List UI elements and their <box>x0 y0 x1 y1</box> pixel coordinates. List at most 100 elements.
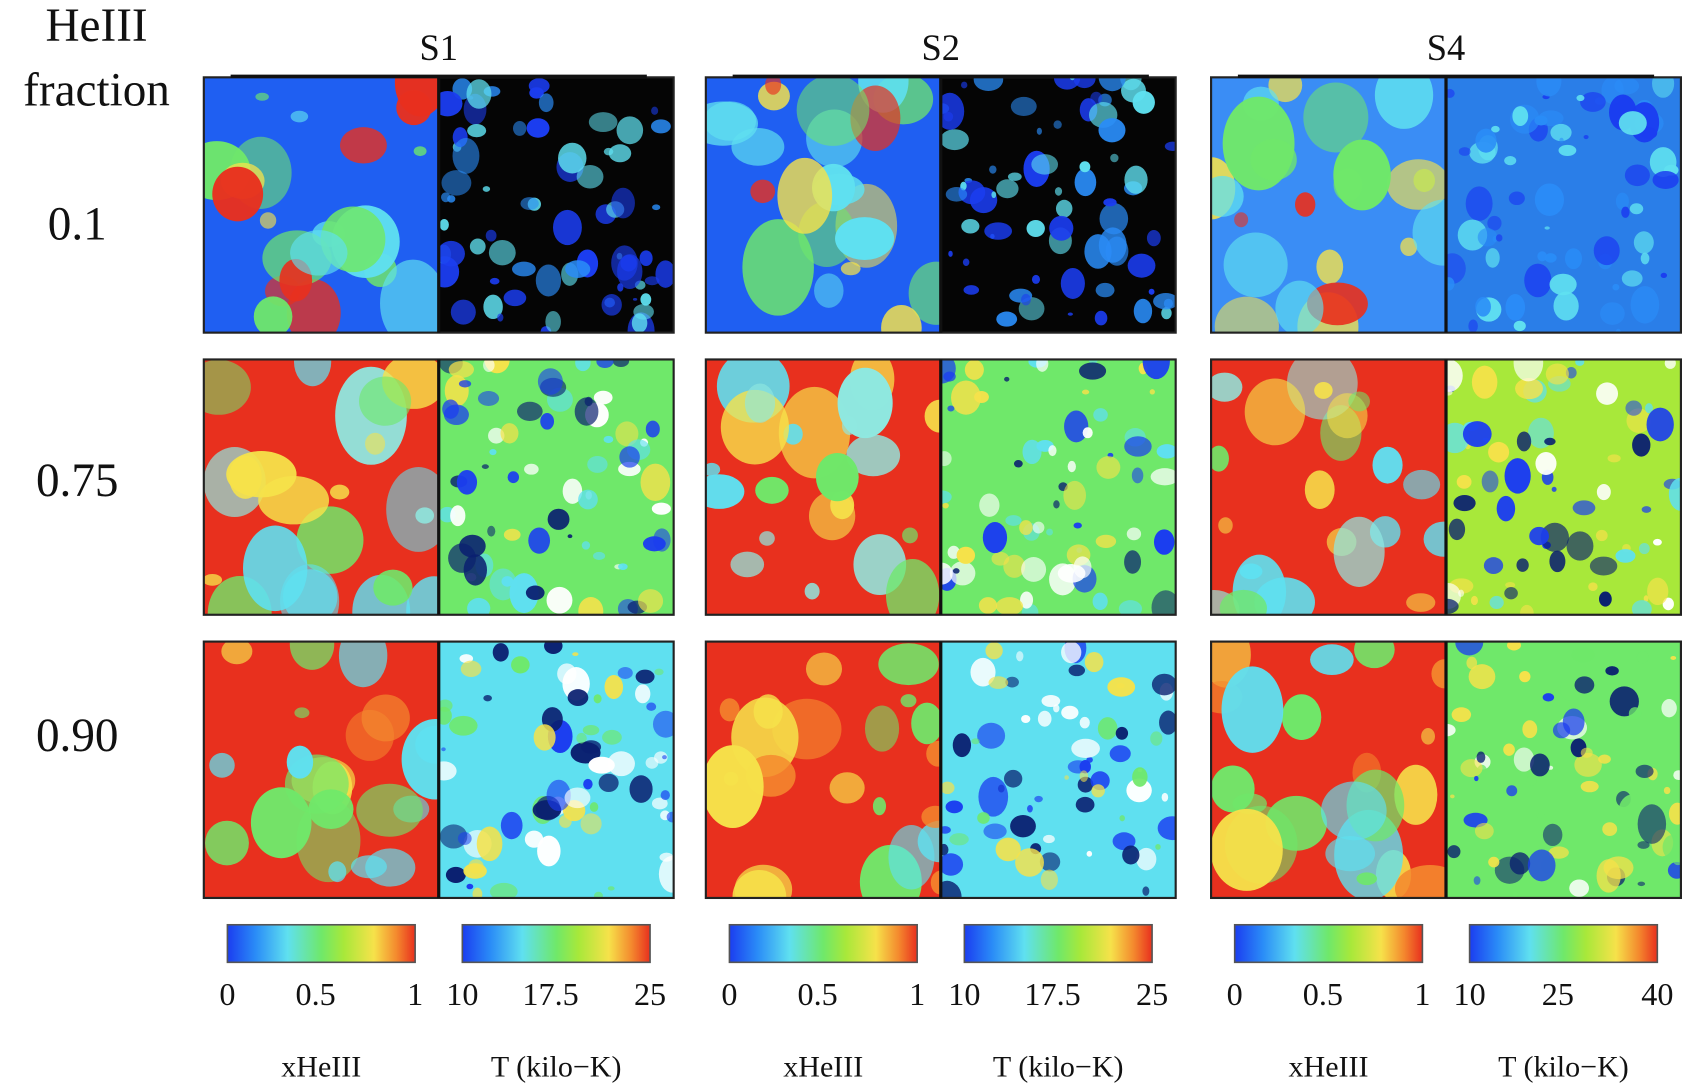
colorbar <box>1468 923 1659 964</box>
texture-blob <box>1086 756 1093 763</box>
colorbar-tick-label: 25 <box>1136 976 1168 1012</box>
texture-blob <box>1115 726 1129 740</box>
texture-blob <box>881 305 922 333</box>
colorbar-tick-label: 0 <box>721 976 737 1012</box>
texture-blob <box>1048 445 1057 457</box>
texture-blob <box>485 229 497 242</box>
texture-blob <box>1516 558 1529 572</box>
texture-blob <box>755 476 789 504</box>
texture-blob <box>1474 775 1479 782</box>
texture-blob <box>503 289 527 307</box>
texture-blob <box>964 359 984 380</box>
texture-blob <box>258 476 330 525</box>
texture-blob <box>1629 203 1644 215</box>
texture-blob <box>1668 802 1681 825</box>
texture-blob <box>1534 183 1564 216</box>
texture-blob <box>804 582 820 600</box>
texture-blob <box>921 805 941 829</box>
texture-blob <box>296 506 364 574</box>
colorbar-tick-label: 10 <box>446 976 478 1012</box>
texture-blob <box>380 259 439 333</box>
texture-blob <box>413 146 427 157</box>
texture-blob <box>468 859 484 874</box>
texture-blob <box>503 528 521 541</box>
texture-blob <box>952 733 972 758</box>
texture-blob <box>489 277 500 285</box>
texture-blob <box>796 77 870 146</box>
texture-blob <box>1064 775 1069 780</box>
texture-blob <box>1544 226 1550 230</box>
texture-blob <box>1007 172 1022 181</box>
panel <box>940 359 1176 615</box>
texture-blob <box>524 463 539 475</box>
texture-blob <box>483 359 495 373</box>
texture-blob <box>829 772 865 804</box>
texture-blob <box>1512 106 1529 126</box>
texture-blob <box>963 285 980 295</box>
texture-blob <box>940 562 953 585</box>
texture-blob <box>1027 805 1033 813</box>
texture-blob <box>1118 600 1143 615</box>
texture-blob <box>1446 723 1456 737</box>
panel <box>1211 641 1447 898</box>
texture-blob <box>584 396 593 407</box>
texture-blob <box>607 751 635 777</box>
texture-blob <box>1400 237 1418 257</box>
texture-blob <box>582 725 600 736</box>
texture-blob <box>1423 521 1447 557</box>
texture-blob <box>259 212 277 229</box>
texture-blob <box>255 92 269 101</box>
texture-blob <box>1151 590 1176 615</box>
texture-blob <box>537 368 563 395</box>
texture-blob <box>885 559 940 615</box>
texture-blob <box>511 261 536 277</box>
texture-blob <box>469 238 486 255</box>
texture-blob <box>1156 444 1176 459</box>
texture-blob <box>294 707 310 719</box>
panel <box>705 641 941 898</box>
texture-blob <box>655 260 674 288</box>
colorbar <box>963 923 1153 964</box>
texture-blob <box>1153 529 1175 555</box>
texture-blob <box>1094 310 1108 326</box>
texture-blob <box>1475 296 1491 317</box>
texture-blob <box>308 789 354 830</box>
panel <box>438 641 674 898</box>
texture-blob <box>660 790 670 801</box>
texture-blob <box>329 484 350 500</box>
texture-blob <box>1310 644 1354 676</box>
texture-blob <box>559 814 572 828</box>
texture-blob <box>1153 293 1176 310</box>
texture-blob <box>1020 591 1034 609</box>
texture-blob <box>1446 598 1459 614</box>
texture-blob <box>1394 865 1447 898</box>
texture-blob <box>289 641 335 670</box>
texture-blob <box>538 93 554 113</box>
texture-blob <box>1628 707 1642 720</box>
colorbar <box>728 923 918 964</box>
texture-blob <box>1602 822 1618 837</box>
texture-blob <box>940 880 962 898</box>
texture-blob <box>1157 816 1176 841</box>
texture-blob <box>576 732 587 744</box>
texture-blob <box>1041 695 1061 707</box>
texture-blob <box>1081 389 1090 395</box>
texture-blob <box>1603 856 1634 880</box>
texture-blob <box>1667 862 1681 879</box>
texture-blob <box>1073 556 1092 579</box>
texture-blob <box>1646 407 1674 442</box>
row-label: 0.1 <box>48 198 107 250</box>
texture-blob <box>1040 869 1058 890</box>
texture-blob <box>1316 249 1344 285</box>
texture-blob <box>535 264 562 297</box>
texture-blob <box>1495 234 1503 242</box>
texture-blob <box>1566 531 1594 561</box>
texture-blob <box>1663 786 1671 795</box>
colorbar-tick-label: 40 <box>1641 976 1673 1012</box>
texture-blob <box>948 250 953 257</box>
texture-blob <box>1054 187 1063 196</box>
texture-blob <box>956 546 976 564</box>
texture-blob <box>567 689 589 706</box>
texture-blob <box>1598 591 1612 607</box>
